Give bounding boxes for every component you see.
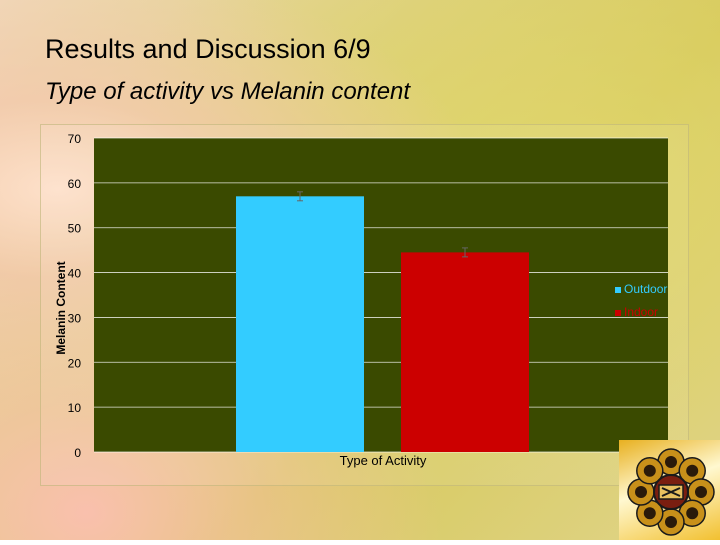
bar-indoor [401,252,529,452]
bar-outdoor [236,196,364,452]
gridlines [94,137,668,453]
bar-chart: 0 10 20 30 40 50 60 70 Melanin Content Type of … [54,132,668,468]
y-tick-label: 0 [74,446,81,460]
legend-swatch-indoor [615,310,621,316]
y-tick-label: 20 [68,356,82,370]
legend: Outdoor Indoor [615,282,667,319]
legend-label-indoor: Indoor [624,305,658,319]
y-axis-label: Melanin Content [54,261,68,354]
university-crest-logo [627,448,715,536]
slide-subtitle: Type of activity vs Melanin content [45,78,411,105]
slide-title: Results and Discussion 6/9 [45,34,371,64]
error-bars [297,191,468,258]
x-axis-label: Type of Activity [340,453,427,468]
y-tick-labels: 0 10 20 30 40 50 60 70 [68,132,82,460]
y-tick-label: 40 [68,267,82,281]
y-tick-label: 10 [68,401,82,415]
y-tick-label: 50 [68,222,82,236]
chart-area: 0 10 20 30 40 50 60 70 Melanin Content Type of … [40,124,689,486]
y-tick-label: 30 [68,311,82,325]
legend-swatch-outdoor [615,287,621,293]
legend-label-outdoor: Outdoor [624,282,667,296]
logo-panel [619,440,720,540]
plot-area [94,138,668,452]
bars [236,196,529,452]
y-tick-label: 70 [68,132,82,146]
y-tick-label: 60 [68,177,82,191]
